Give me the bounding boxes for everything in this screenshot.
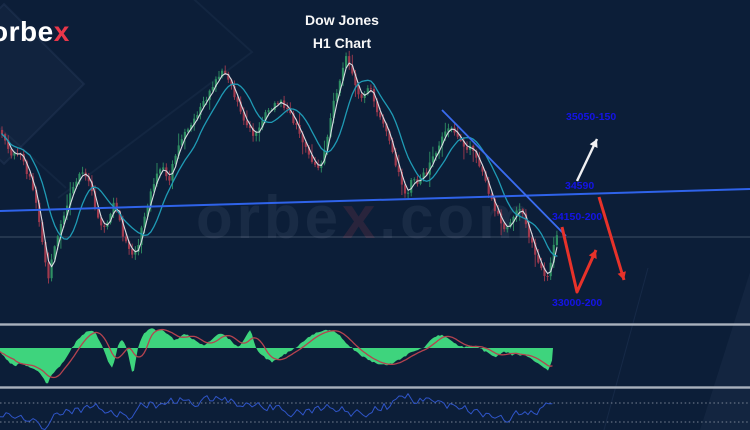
chart-subtitle: H1 Chart bbox=[312, 35, 372, 51]
chart-title: Dow Jones bbox=[305, 12, 379, 28]
price-level-label-support: 34150-200 bbox=[552, 211, 603, 223]
decor-chevron-top-left bbox=[57, 0, 254, 199]
brand-logo: orbex bbox=[0, 18, 70, 46]
price-level-label-lower-target: 33000-200 bbox=[552, 297, 603, 309]
watermark-text: orbe bbox=[196, 184, 343, 251]
decor-line-left bbox=[0, 127, 67, 189]
decor-diamond-top-left bbox=[0, 2, 86, 166]
watermark-accent: x bbox=[342, 184, 380, 251]
logo-accent: x bbox=[53, 16, 70, 47]
price-level-label-upper-target: 35050-150 bbox=[566, 111, 617, 123]
price-level-label-resistance: 34590 bbox=[565, 180, 595, 192]
decor-diamond-bottom-right bbox=[700, 272, 750, 430]
chart-title-block: Dow Jones H1 Chart bbox=[262, 13, 422, 50]
logo-text: orbe bbox=[0, 16, 54, 47]
